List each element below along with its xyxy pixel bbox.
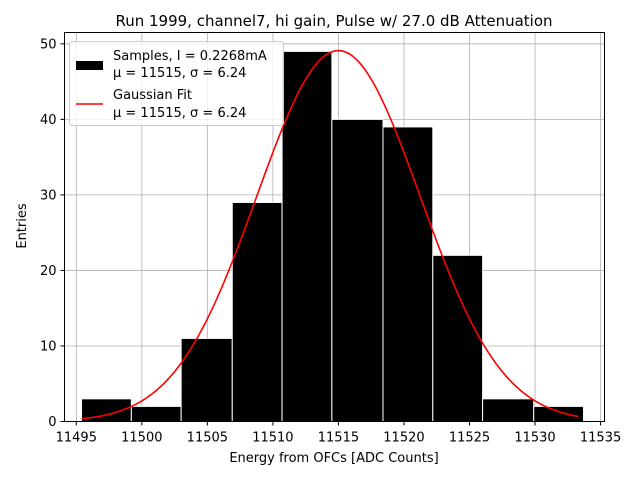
histogram-bar-7 xyxy=(432,254,484,422)
chart-title: Run 1999, channel7, hi gain, Pulse w/ 27… xyxy=(115,12,552,30)
y-tick-label: 20 xyxy=(40,264,57,279)
legend-stats-fit: μ = 11515, σ = 6.24 xyxy=(113,106,246,121)
histogram-bar-8 xyxy=(482,398,535,423)
legend-stats-samples: μ = 11515, σ = 6.24 xyxy=(113,66,246,81)
histogram-bar-4 xyxy=(281,50,333,423)
y-axis-ticks: 0 10 20 30 40 50 xyxy=(40,37,65,430)
x-tick-label: 11525 xyxy=(449,431,490,446)
x-axis-label: Energy from OFCs [ADC Counts] xyxy=(229,451,438,466)
x-tick-label: 11520 xyxy=(383,431,424,446)
histogram-bar-6 xyxy=(382,126,434,422)
legend-label-samples: Samples, I = 0.2268mA xyxy=(113,49,267,64)
histogram-bar-3 xyxy=(231,201,283,422)
x-tick-label: 11510 xyxy=(252,431,293,446)
x-tick-label: 11530 xyxy=(514,431,555,446)
legend: Samples, I = 0.2268mA μ = 11515, σ = 6.2… xyxy=(69,41,284,126)
x-tick-label: 11535 xyxy=(580,431,621,446)
y-tick-label: 10 xyxy=(40,339,57,354)
x-tick-label: 11500 xyxy=(121,431,162,446)
histogram-bar-9 xyxy=(533,405,585,423)
histogram-bar-5 xyxy=(331,118,384,422)
plot-frame xyxy=(64,32,605,422)
x-tick-label: 11515 xyxy=(318,431,359,446)
y-tick-label: 50 xyxy=(40,37,57,52)
histogram-bar-2 xyxy=(180,337,233,423)
x-tick-label: 11505 xyxy=(187,431,228,446)
y-tick-label: 30 xyxy=(40,188,57,203)
histogram-bars xyxy=(81,50,585,423)
y-tick-label: 0 xyxy=(48,415,56,430)
x-axis-ticks: 11495 11500 11505 11510 11515 11520 11525 11530… xyxy=(56,421,621,446)
histogram-bar-1 xyxy=(130,405,182,423)
x-tick-label: 11495 xyxy=(56,431,97,446)
gaussian-fit-line xyxy=(81,49,579,420)
legend-box xyxy=(69,41,284,126)
y-tick-label: 40 xyxy=(40,113,57,128)
legend-swatch-samples xyxy=(76,61,103,70)
y-axis-label: Entries xyxy=(15,203,30,249)
legend-label-fit: Gaussian Fit xyxy=(113,88,192,103)
